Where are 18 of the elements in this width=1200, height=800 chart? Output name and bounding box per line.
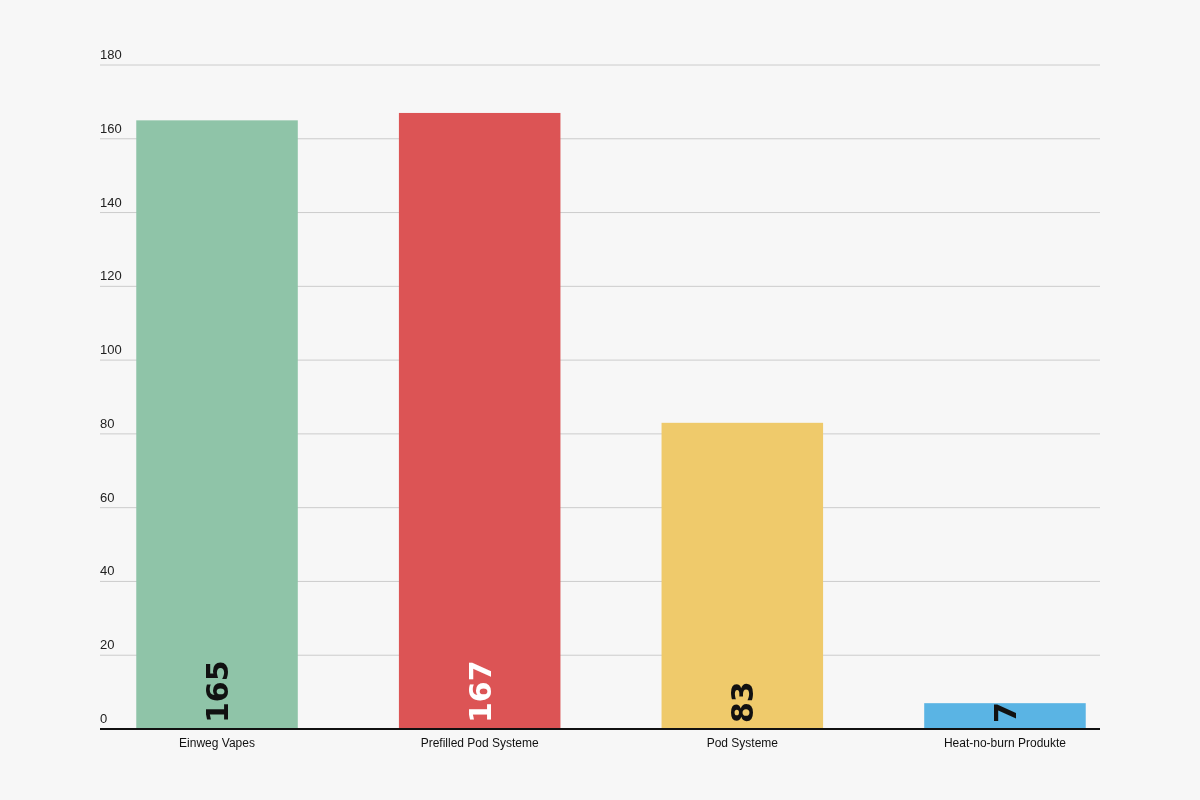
x-tick-label: Einweg Vapes [179, 736, 255, 750]
data-label: 165 [200, 660, 236, 723]
y-tick-label: 60 [100, 489, 115, 505]
y-tick-label: 40 [100, 563, 115, 579]
y-tick-label: 160 [100, 120, 122, 136]
data-label: 167 [462, 660, 498, 723]
data-label: 83 [725, 681, 761, 723]
y-tick-label: 20 [100, 637, 115, 653]
x-tick-label: Heat-no-burn Produkte [943, 736, 1067, 750]
y-tick-label: 140 [100, 194, 122, 210]
y-tick-label: 180 [100, 47, 122, 62]
y-tick-label: 0 [100, 711, 108, 726]
x-tick-label: Prefilled Pod Systeme [420, 736, 540, 750]
y-tick-label: 80 [100, 415, 115, 431]
x-tick-label: Pod Systeme [706, 736, 779, 750]
y-tick-label: 100 [100, 342, 122, 358]
data-label: 7 [987, 702, 1023, 723]
y-tick-label: 120 [100, 268, 122, 284]
